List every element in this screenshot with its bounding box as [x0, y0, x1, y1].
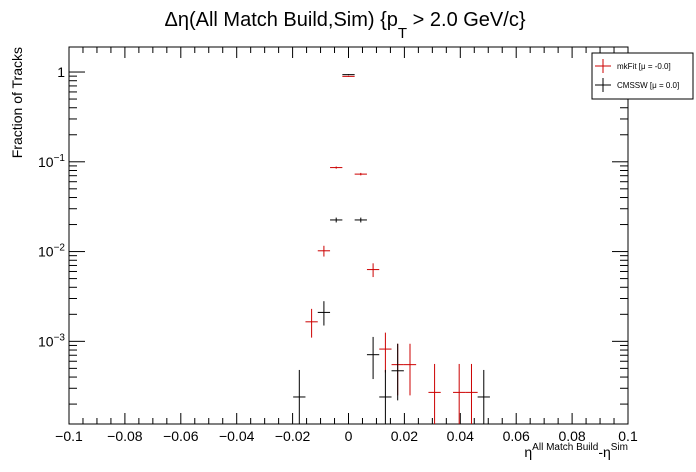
x-tick-label: −0.04 [219, 428, 255, 444]
data-point-cmssw [317, 301, 331, 326]
data-point-cmssw [366, 336, 380, 380]
data-point-cmssw [342, 74, 355, 76]
y-tick-label: 1 [57, 64, 65, 80]
y-tick-label: 10−3 [38, 332, 65, 349]
x-tick-label: 0.02 [391, 428, 418, 444]
legend-box [591, 52, 694, 100]
data-point-cmssw [293, 369, 306, 424]
data-point-cmssw [391, 343, 404, 401]
x-tick-label: −0.06 [163, 428, 199, 444]
y-axis-label: Fraction of Tracks [9, 47, 25, 158]
data-point-cmssw [477, 369, 490, 424]
data-point-mkfit [465, 363, 478, 424]
x-tick-label: 0.08 [558, 428, 585, 444]
data-point-mkfit [366, 263, 380, 278]
data-point-mkfit [305, 308, 318, 338]
x-tick-label: −0.02 [275, 428, 311, 444]
chart-title: Δη(All Match Build,Sim) {pT > 2.0 GeV/c} [164, 9, 525, 42]
legend-entry-mkfit: mkFit [μ = -0.0] [617, 62, 671, 71]
x-axis-label: ηAll Match Build-ηSim [524, 442, 628, 460]
y-tick-label: 10−1 [38, 153, 65, 170]
x-tick-label: 0.06 [503, 428, 530, 444]
data-point-mkfit [403, 343, 417, 396]
data-point-mkfit [354, 172, 367, 176]
data-point-mkfit [379, 332, 392, 373]
x-tick-label: 0 [345, 428, 353, 444]
data-point-mkfit [428, 363, 441, 424]
x-tick-label: 0.04 [447, 428, 474, 444]
data-point-mkfit [317, 245, 331, 257]
x-tick-label: −0.08 [107, 428, 143, 444]
data-point-mkfit [453, 363, 466, 424]
x-tick-label: −0.1 [55, 428, 83, 444]
data-point-cmssw [330, 217, 343, 223]
x-tick-label: 0.1 [618, 428, 638, 444]
data-point-cmssw [354, 217, 367, 223]
data-point-cmssw [379, 369, 392, 424]
y-tick-label: 10−2 [38, 243, 65, 260]
legend-entry-cmssw: CMSSW [μ = 0.0] [617, 81, 679, 90]
data-point-mkfit [342, 75, 355, 77]
legend: mkFit [μ = -0.0] CMSSW [μ = 0.0] [591, 52, 694, 100]
data-point-mkfit [330, 166, 343, 169]
